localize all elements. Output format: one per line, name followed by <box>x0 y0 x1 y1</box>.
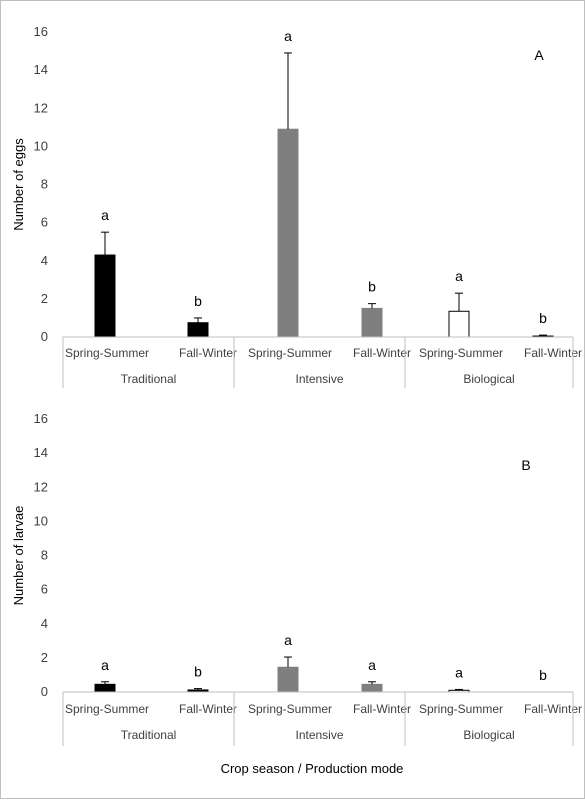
y-axis-title: Number of eggs <box>11 138 26 231</box>
x-tick-label: Fall-Winter <box>179 702 237 716</box>
bar <box>448 310 470 338</box>
x-tick-label: Fall-Winter <box>353 702 411 716</box>
y-tick-label: 2 <box>41 291 48 306</box>
bar <box>94 254 116 338</box>
panel-label: B <box>521 457 530 473</box>
x-tick-label: Spring-Summer <box>65 346 149 360</box>
y-tick-label: 0 <box>41 329 48 344</box>
y-tick-label: 0 <box>41 684 48 699</box>
y-axis-title: Number of larvae <box>11 506 26 606</box>
x-tick-label: Spring-Summer <box>248 346 332 360</box>
x-tick-label: Fall-Winter <box>524 702 582 716</box>
x-tick-label: Spring-Summer <box>419 702 503 716</box>
bar <box>361 683 383 693</box>
x-axis-title: Crop season / Production mode <box>221 761 404 776</box>
y-tick-label: 14 <box>34 62 48 77</box>
y-tick-label: 10 <box>34 513 48 528</box>
y-tick-label: 4 <box>41 253 48 268</box>
x-tick-label: Fall-Winter <box>524 346 582 360</box>
bar <box>94 683 116 693</box>
significance-letter: b <box>194 293 202 309</box>
y-tick-label: 6 <box>41 582 48 597</box>
panel-label: A <box>534 47 544 63</box>
panel-a-eggs: 0 2 4 6 8 10 12 14 16 Number of eggs Aa Spring-Summ… <box>11 24 582 388</box>
y-tick-label: 12 <box>34 479 48 494</box>
group-label: Traditional <box>121 372 177 386</box>
x-tick-label: Spring-Summer <box>419 346 503 360</box>
bar <box>277 666 299 693</box>
significance-letter: a <box>101 207 109 223</box>
bar <box>361 307 383 338</box>
significance-letter: a <box>284 632 292 648</box>
y-tick-label: 16 <box>34 24 48 39</box>
group-label: Biological <box>463 372 514 386</box>
bar <box>277 128 299 338</box>
y-tick-label: 8 <box>41 548 48 563</box>
y-tick-label: 12 <box>34 100 48 115</box>
significance-letter: b <box>539 310 547 326</box>
y-tick-label: 8 <box>41 177 48 192</box>
x-tick-label: Spring-Summer <box>248 702 332 716</box>
y-tick-label: 6 <box>41 215 48 230</box>
group-label: Biological <box>463 728 514 742</box>
y-tick-label: 4 <box>41 616 48 631</box>
significance-letter: b <box>368 279 376 295</box>
significance-letter: b <box>194 664 202 680</box>
y-tick-label: 16 <box>34 411 48 426</box>
y-tick-label: 10 <box>34 138 48 153</box>
significance-letter: a <box>455 268 463 284</box>
significance-letter: b <box>539 667 547 683</box>
significance-letter: a <box>101 657 109 673</box>
significance-letter: a <box>455 664 463 680</box>
group-label: Intensive <box>295 372 343 386</box>
y-tick-label: 14 <box>34 445 48 460</box>
significance-letter: a <box>284 28 292 44</box>
x-tick-label: Spring-Summer <box>65 702 149 716</box>
bar <box>187 322 209 338</box>
y-tick-label: 2 <box>41 650 48 665</box>
x-tick-label: Fall-Winter <box>179 346 237 360</box>
significance-letter: a <box>368 657 376 673</box>
panel-b-larvae: 0 2 4 6 8 10 12 14 16 Number of larvae Ba Spring-Su… <box>11 411 582 746</box>
group-label: Traditional <box>121 728 177 742</box>
x-tick-label: Fall-Winter <box>353 346 411 360</box>
group-label: Intensive <box>295 728 343 742</box>
